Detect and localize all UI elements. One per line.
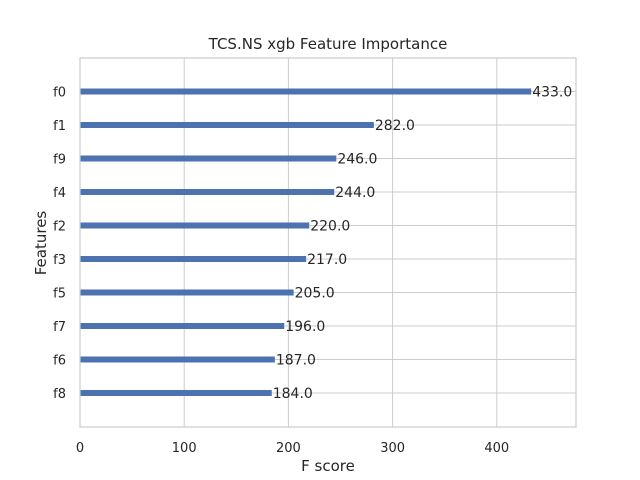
y-tick-labels: f0 f1 f9 f4 f2 f3 f5 f7 f6 f8 [53, 86, 66, 403]
data-labels: 433.0 282.0 246.0 244.0 220.0 217.0 205.0 196.0… [273, 85, 573, 403]
x-axis-title: F score [301, 457, 355, 475]
data-label: 282.0 [375, 118, 415, 134]
bar [80, 122, 374, 128]
data-label: 246.0 [337, 152, 377, 168]
data-label: 244.0 [335, 185, 375, 201]
data-label: 187.0 [276, 353, 316, 369]
y-tick-label: f0 [53, 86, 66, 101]
bar [80, 155, 337, 162]
grid [79, 58, 576, 427]
bar [80, 356, 275, 363]
bar [80, 323, 285, 329]
x-tick-label: 400 [484, 441, 509, 456]
data-label: 184.0 [273, 386, 313, 402]
data-label: 205.0 [295, 286, 335, 302]
x-tick-label: 100 [172, 441, 197, 456]
plot-frame [79, 57, 577, 428]
x-tick-label: 200 [276, 441, 301, 456]
y-tick-label: f2 [53, 220, 66, 235]
y-tick-label: f9 [53, 153, 66, 168]
y-tick-label: f6 [53, 354, 66, 369]
y-tick-label: f3 [53, 253, 66, 268]
bar [80, 256, 307, 262]
data-label: 220.0 [310, 219, 350, 235]
y-axis-title: Features [32, 211, 50, 276]
x-tick-labels: 0 100 200 300 400 [76, 441, 509, 456]
y-tick-label: f8 [53, 387, 66, 402]
bar [80, 289, 294, 296]
bar [80, 189, 335, 195]
y-tick-label: f1 [53, 119, 66, 134]
x-tick-label: 300 [380, 441, 405, 456]
chart-title: TCS.NS xgb Feature Importance [208, 35, 448, 53]
y-tick-label: f5 [53, 287, 66, 302]
data-label: 196.0 [285, 319, 325, 335]
bars [80, 88, 532, 396]
y-tick-label: f4 [53, 186, 66, 201]
bar [80, 88, 532, 95]
bar [80, 222, 310, 229]
x-tick-label: 0 [76, 441, 84, 456]
bar [80, 390, 272, 396]
data-label: 433.0 [532, 85, 572, 101]
y-tick-label: f7 [53, 320, 66, 335]
data-label: 217.0 [307, 252, 347, 268]
